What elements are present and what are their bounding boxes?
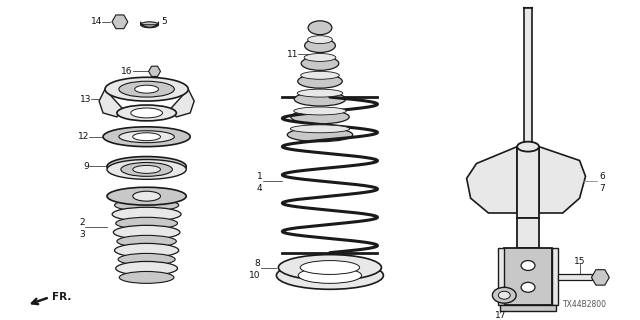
Bar bbox=[558, 275, 593, 280]
Ellipse shape bbox=[131, 108, 163, 118]
Ellipse shape bbox=[301, 56, 339, 70]
Ellipse shape bbox=[278, 255, 381, 280]
Text: 6: 6 bbox=[600, 172, 605, 181]
Text: FR.: FR. bbox=[52, 292, 72, 302]
Ellipse shape bbox=[121, 163, 172, 176]
Ellipse shape bbox=[492, 287, 516, 303]
Ellipse shape bbox=[113, 225, 180, 239]
Text: 11: 11 bbox=[287, 50, 298, 59]
Ellipse shape bbox=[107, 156, 186, 176]
Ellipse shape bbox=[117, 105, 177, 121]
Ellipse shape bbox=[119, 81, 174, 97]
Ellipse shape bbox=[517, 142, 539, 152]
Ellipse shape bbox=[135, 85, 159, 93]
Polygon shape bbox=[539, 147, 586, 213]
Ellipse shape bbox=[298, 268, 362, 283]
Bar bbox=[524, 8, 532, 147]
Ellipse shape bbox=[521, 260, 535, 270]
Ellipse shape bbox=[116, 18, 124, 26]
Text: 10: 10 bbox=[249, 271, 260, 280]
Text: 15: 15 bbox=[574, 257, 586, 266]
Ellipse shape bbox=[276, 261, 383, 289]
Text: 5: 5 bbox=[161, 17, 167, 26]
Text: 4: 4 bbox=[257, 184, 262, 193]
Ellipse shape bbox=[132, 165, 161, 173]
Ellipse shape bbox=[297, 89, 343, 97]
Text: 16: 16 bbox=[121, 67, 132, 76]
Text: 7: 7 bbox=[600, 184, 605, 193]
Ellipse shape bbox=[116, 217, 177, 229]
Ellipse shape bbox=[308, 36, 332, 44]
Ellipse shape bbox=[116, 261, 177, 275]
Polygon shape bbox=[141, 22, 159, 27]
Ellipse shape bbox=[115, 244, 179, 257]
Ellipse shape bbox=[119, 131, 174, 143]
Ellipse shape bbox=[291, 125, 349, 133]
Text: 9: 9 bbox=[83, 162, 89, 171]
Bar bbox=[500, 305, 556, 311]
Ellipse shape bbox=[291, 110, 349, 124]
Text: TX44B2800: TX44B2800 bbox=[563, 300, 607, 309]
Bar bbox=[552, 248, 558, 305]
Text: 13: 13 bbox=[79, 95, 91, 104]
Polygon shape bbox=[467, 147, 517, 213]
Ellipse shape bbox=[119, 271, 174, 283]
Ellipse shape bbox=[141, 22, 159, 28]
Ellipse shape bbox=[115, 199, 179, 211]
Ellipse shape bbox=[521, 282, 535, 292]
Bar bbox=[499, 248, 504, 305]
Text: 17: 17 bbox=[495, 310, 506, 320]
Ellipse shape bbox=[300, 260, 360, 275]
Text: 8: 8 bbox=[255, 259, 260, 268]
Ellipse shape bbox=[304, 53, 336, 61]
Ellipse shape bbox=[132, 191, 161, 201]
Ellipse shape bbox=[305, 39, 335, 52]
Ellipse shape bbox=[103, 127, 190, 147]
Ellipse shape bbox=[308, 21, 332, 35]
Bar bbox=[517, 147, 539, 218]
Text: 2: 2 bbox=[79, 219, 85, 228]
Ellipse shape bbox=[112, 207, 181, 221]
Polygon shape bbox=[99, 89, 123, 117]
Ellipse shape bbox=[117, 235, 177, 247]
Bar bbox=[504, 248, 552, 305]
Ellipse shape bbox=[301, 71, 339, 79]
Ellipse shape bbox=[111, 189, 182, 203]
Ellipse shape bbox=[107, 187, 186, 205]
Text: 1: 1 bbox=[257, 172, 262, 181]
Ellipse shape bbox=[107, 159, 186, 179]
Ellipse shape bbox=[499, 291, 510, 299]
Ellipse shape bbox=[105, 77, 188, 101]
Text: 12: 12 bbox=[78, 132, 89, 141]
Ellipse shape bbox=[294, 107, 346, 115]
Ellipse shape bbox=[287, 128, 353, 142]
Ellipse shape bbox=[298, 74, 342, 88]
Ellipse shape bbox=[118, 253, 175, 265]
Text: 14: 14 bbox=[91, 17, 102, 26]
Polygon shape bbox=[170, 89, 194, 117]
Ellipse shape bbox=[294, 92, 346, 106]
Text: 3: 3 bbox=[79, 230, 85, 239]
Ellipse shape bbox=[132, 133, 161, 141]
Bar bbox=[517, 218, 539, 248]
